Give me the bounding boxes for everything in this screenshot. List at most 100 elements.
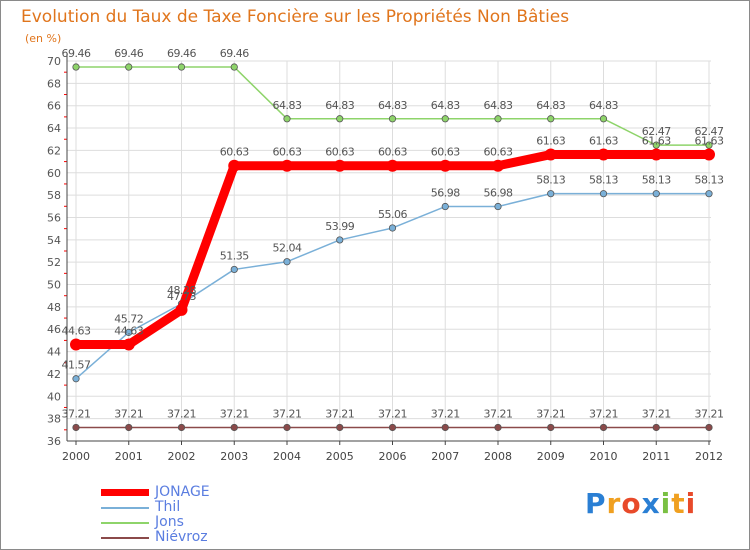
data-label: 60.63 [378,146,407,159]
y-tick-label: 40 [47,390,61,403]
data-label: 44.63 [114,325,143,338]
legend-item-jonage: JONAGE [101,485,210,500]
data-label: 37.21 [62,407,91,420]
data-label: 64.83 [325,99,354,112]
data-label: 64.83 [378,99,407,112]
logo-letter: o [621,487,642,520]
x-tick-label: 2003 [220,450,248,463]
data-label: 41.57 [62,359,91,372]
data-point [72,375,80,383]
data-point [441,202,449,211]
data-label: 44.63 [62,325,91,338]
x-tick-label: 2001 [115,450,143,463]
data-point [177,423,186,432]
data-point [705,423,713,432]
data-point [597,148,610,161]
y-tick-label: 56 [47,211,61,224]
x-tick-label: 2004 [273,450,301,463]
logo-letter: i [660,487,672,520]
y-tick-label: 54 [47,234,61,247]
data-label: 56.98 [484,187,513,200]
y-tick-label: 70 [47,55,61,68]
y-tick-label: 58 [47,189,61,202]
data-label: 37.21 [589,407,618,420]
data-point [72,63,80,71]
data-label: 60.63 [484,146,513,159]
data-label: 37.21 [220,407,249,420]
data-point [336,423,344,432]
data-label: 69.46 [62,47,91,60]
data-point [125,423,133,432]
legend-item-thil: Thil [101,500,210,515]
data-point [175,303,188,316]
data-point [439,159,452,172]
data-point [230,265,238,274]
data-label: 52.04 [273,242,302,255]
data-point [652,190,660,198]
data-point [705,141,713,149]
x-tick-label: 2000 [62,450,90,463]
data-point [547,115,555,123]
y-tick-label: 62 [47,144,61,157]
data-point [703,148,715,161]
x-tick-label: 2002 [168,450,196,463]
data-label-layer: 44.63 44.63 47.73 60.63 60.63 60.63 60.63 60.63… [62,47,725,420]
legend-swatch-jonage [101,489,149,496]
data-point [70,338,82,351]
data-point [547,423,555,432]
data-point [283,115,291,123]
data-label: 37.21 [642,407,671,420]
y-tick-label: 60 [47,167,61,180]
line-chart: 36 38 40 42 44 46 48 50 52 54 56 58 60 62 64 66 68 70 2000… [47,47,725,463]
data-point [177,63,186,71]
data-label: 64.83 [273,99,302,112]
data-label: 37.21 [378,407,407,420]
legend-swatch-nievroz [101,536,149,539]
y-tick-label: 68 [47,77,61,90]
data-point [125,328,133,336]
data-label: 37.21 [325,407,354,420]
data-point [388,423,397,432]
data-label: 55.06 [378,208,407,221]
x-tick-label: 2007 [431,450,459,463]
data-label: 48.28 [167,284,196,297]
data-point [230,63,238,71]
data-label: 37.21 [167,407,196,420]
data-point [494,202,502,211]
logo-letter: r [606,487,622,520]
data-label: 37.21 [114,407,143,420]
data-label: 61.63 [695,135,724,148]
chart-title: Evolution du Taux de Taxe Foncière sur l… [21,7,570,27]
y-tick-label: 44 [47,346,61,359]
data-label: 61.63 [536,135,565,148]
data-label: 60.63 [325,146,354,159]
data-point [492,159,504,172]
x-tick-label: 2012 [695,450,723,463]
data-point [650,148,663,161]
data-label: 58.13 [589,174,618,187]
data-label: 64.83 [589,99,618,112]
logo-letter: i [685,487,697,520]
x-tick-label: 2011 [642,450,670,463]
data-point [652,141,660,149]
x-tick-label: 2006 [379,450,407,463]
data-label: 64.83 [484,99,513,112]
logo-letter: x [641,487,661,520]
y-tick-label: 42 [47,368,61,381]
y-tick-label: 48 [47,301,61,314]
logo-letter: t [671,487,686,520]
data-label: 62.47 [642,125,671,138]
legend-label-jons: Jons [155,514,184,530]
data-point [388,224,397,232]
x-tick-label: 2005 [326,450,354,463]
data-point [386,159,399,172]
data-label: 51.35 [220,249,249,262]
legend-label-thil: Thil [155,499,181,515]
data-point [125,63,133,71]
data-label: 56.98 [431,187,460,200]
data-point [652,423,660,432]
data-label: 37.21 [484,407,513,420]
x-tick-label: 2010 [590,450,618,463]
legend-swatch-jons [101,521,149,524]
